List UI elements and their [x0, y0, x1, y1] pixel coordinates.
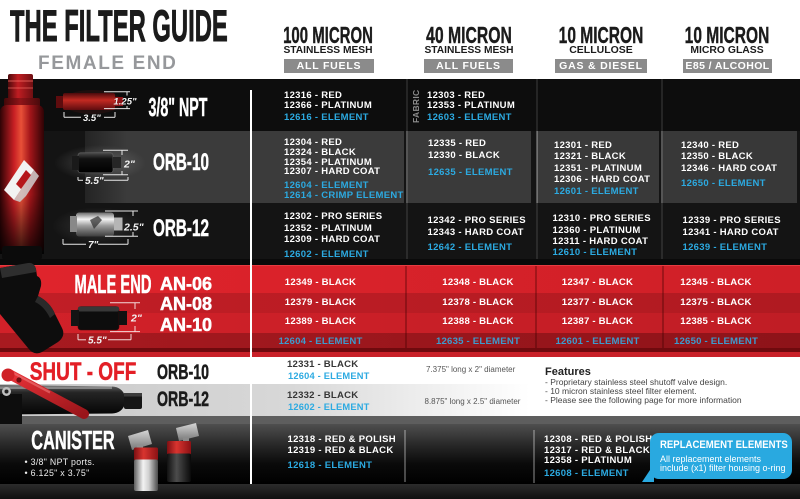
svg-text:5.5": 5.5": [85, 176, 104, 187]
svg-text:2": 2": [123, 159, 136, 171]
svg-text:3.5": 3.5": [83, 113, 101, 124]
svg-text:2.5": 2.5": [123, 222, 145, 234]
svg-text:2": 2": [130, 313, 143, 325]
svg-text:7": 7": [88, 240, 99, 251]
svg-text:1.25": 1.25": [114, 97, 137, 108]
svg-text:5.5": 5.5": [88, 336, 107, 347]
